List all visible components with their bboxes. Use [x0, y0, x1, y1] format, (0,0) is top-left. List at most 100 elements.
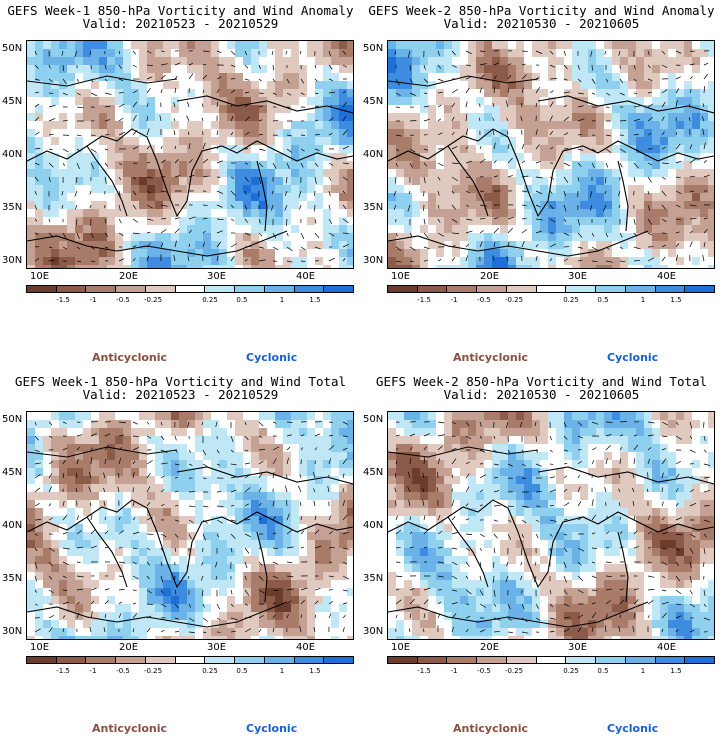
colorbar-swatch: [388, 657, 418, 663]
wind-arrow: [272, 575, 279, 579]
wind-arrow: [423, 529, 429, 535]
wind-arrow: [314, 529, 320, 535]
wind-arrow: [465, 176, 470, 178]
wind-arrow: [521, 505, 529, 508]
wind-arrow: [34, 91, 40, 94]
wind-arrow: [342, 129, 348, 136]
wind-arrow: [563, 162, 570, 167]
wind-arrow: [437, 104, 442, 108]
wind-arrow: [535, 449, 539, 453]
wind-arrow: [647, 50, 650, 56]
wind-arrow: [258, 487, 262, 493]
lat-label: 45N: [2, 96, 23, 107]
wind-arrow: [90, 92, 98, 97]
wind-arrow: [395, 460, 398, 465]
wind-arrow: [34, 103, 40, 108]
wind-arrow: [521, 603, 525, 610]
wind-arrow: [521, 240, 525, 248]
wind-arrow: [48, 78, 54, 83]
wind-arrow: [202, 175, 209, 178]
lon-label: 40E: [657, 642, 677, 653]
colorbar-swatch: [116, 286, 146, 292]
wind-arrow: [661, 50, 666, 55]
wind-arrow: [34, 462, 42, 465]
wind-arrow: [76, 575, 84, 578]
wind-arrow: [342, 101, 348, 108]
wind-arrow: [202, 217, 208, 220]
wind-arrow: [258, 92, 264, 95]
wind-arrow: [437, 515, 441, 521]
wind-arrow: [423, 148, 429, 151]
wind-arrow: [451, 102, 456, 108]
wind-arrow: [702, 128, 705, 136]
wind-arrow: [492, 129, 495, 136]
wind-arrow: [437, 421, 445, 424]
wind-arrow: [507, 143, 510, 150]
wind-arrow: [34, 474, 41, 479]
wind-arrow: [62, 500, 65, 507]
wind-arrow: [299, 625, 302, 633]
wind-arrow: [62, 561, 69, 565]
wind-arrow: [132, 613, 138, 619]
wind-arrow: [300, 614, 303, 619]
wind-arrow: [160, 74, 166, 80]
wind-arrow: [188, 216, 196, 220]
wind-arrow: [689, 489, 694, 493]
wind-arrow: [535, 255, 538, 262]
wind-arrow: [535, 176, 543, 179]
wind-arrow: [76, 148, 81, 152]
wind-arrow: [328, 162, 334, 166]
wind-arrow: [146, 128, 150, 136]
wind-arrow: [479, 561, 482, 567]
wind-arrow: [160, 489, 165, 493]
wind-arrow: [132, 129, 138, 136]
wind-arrow: [577, 134, 582, 136]
wind-arrow: [202, 449, 207, 456]
colorbar-label: 0.25: [202, 296, 218, 304]
wind-arrow: [34, 162, 40, 166]
wind-arrow: [89, 50, 92, 55]
wind-arrow: [146, 242, 151, 248]
anticyclonic-label: Anticyclonic: [92, 351, 168, 364]
wind-arrow: [244, 259, 248, 262]
panel-week2-anomaly: GEFS Week-2 850-hPa Vorticity and Wind A…: [361, 0, 722, 371]
wind-arrow: [437, 204, 440, 209]
wind-arrow: [619, 232, 623, 238]
wind-arrow: [451, 589, 458, 592]
wind-arrow: [675, 589, 682, 595]
wind-arrow: [675, 603, 682, 606]
wind-arrow: [661, 547, 668, 550]
wind-arrow: [701, 116, 705, 122]
wind-arrow: [619, 446, 623, 451]
colorbar-swatch: [324, 286, 354, 292]
wind-arrow: [479, 575, 482, 581]
wind-arrow: [591, 260, 598, 262]
wind-arrow: [216, 102, 219, 108]
wind-arrow: [328, 204, 331, 210]
wind-arrow: [661, 561, 668, 566]
wind-arrow: [409, 92, 416, 97]
wind-arrow: [451, 176, 459, 182]
wind-arrow: [591, 92, 596, 95]
wind-arrow: [230, 435, 234, 442]
wind-arrow: [520, 116, 523, 122]
wind-arrow: [633, 259, 641, 262]
wind-arrow: [393, 204, 397, 211]
wind-arrow: [61, 204, 64, 209]
wind-arrow: [258, 176, 262, 184]
wind-arrow: [563, 258, 568, 262]
wind-arrow: [88, 472, 92, 479]
wind-arrow: [188, 505, 196, 508]
wind-arrow: [632, 500, 635, 507]
wind-arrow: [76, 260, 82, 263]
wind-arrow: [689, 204, 697, 207]
wind-arrow: [675, 88, 680, 94]
wind-arrow: [563, 104, 568, 108]
wind-arrow: [479, 421, 482, 427]
wind-arrow: [437, 561, 445, 564]
wind-arrow: [451, 204, 456, 210]
wind-arrow: [216, 76, 222, 80]
wind-arrow: [493, 160, 497, 164]
wind-arrow: [299, 50, 302, 55]
wind-arrow: [160, 204, 168, 207]
